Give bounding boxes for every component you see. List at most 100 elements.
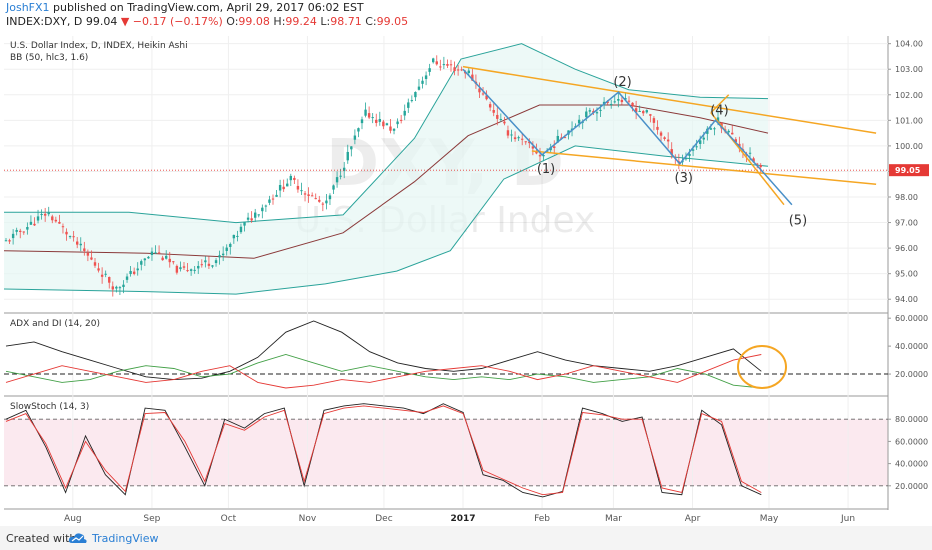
candle-body — [122, 284, 125, 288]
adx-axis-label: 60.0000 — [895, 314, 928, 323]
candle-body — [61, 226, 65, 228]
candle-body — [72, 236, 75, 238]
stoch-pane-title: SlowStoch (14, 3) — [10, 402, 89, 412]
price-axis-label: 94.00 — [895, 295, 918, 304]
time-axis-label: Nov — [299, 514, 317, 524]
candle-body — [385, 123, 389, 126]
author-link[interactable]: JoshFX1 — [6, 1, 50, 14]
candle-body — [524, 141, 527, 143]
candle-body — [563, 137, 567, 139]
candle-body — [19, 230, 22, 233]
candle-body — [40, 214, 43, 216]
high-value: 99.24 — [285, 15, 317, 28]
candle-body — [642, 111, 645, 114]
wave-label: (3) — [675, 171, 693, 186]
candle-body — [207, 263, 211, 266]
candle-body — [364, 109, 367, 116]
candle-body — [261, 207, 264, 212]
candle-body — [143, 258, 147, 261]
time-axis-label: 2017 — [450, 514, 475, 524]
trendline — [710, 94, 730, 114]
candle-body — [147, 256, 150, 259]
candle-body — [350, 146, 353, 150]
candle-body — [108, 277, 111, 283]
candle-body — [631, 102, 634, 107]
candle-body — [659, 132, 663, 136]
candle-body — [54, 219, 58, 222]
price-axis-label: 100.00 — [895, 142, 923, 151]
candle-body — [367, 113, 371, 118]
candle-body — [125, 276, 129, 280]
highlight-circle — [737, 345, 787, 389]
quote-line: INDEX:DXY, D 99.04 ▼ −0.17 (−0.17%) O:99… — [6, 15, 408, 28]
candle-body — [268, 199, 271, 203]
candle-body — [296, 185, 300, 190]
change-value: −0.17 (−0.17%) — [132, 15, 223, 28]
candle-body — [328, 195, 332, 200]
candle-body — [759, 165, 762, 168]
wave-path — [462, 68, 793, 206]
candle-body — [97, 268, 100, 271]
candle-body — [599, 109, 602, 111]
time-axis-label: Mar — [605, 514, 622, 524]
candle-body — [43, 213, 47, 216]
candle-body — [656, 126, 659, 130]
candle-body — [243, 221, 246, 226]
wave-label: (5) — [789, 214, 807, 229]
candle-body — [65, 231, 68, 235]
candle-body — [346, 151, 349, 161]
candle-body — [528, 141, 531, 144]
candle-body — [58, 221, 61, 224]
candle-body — [691, 149, 695, 151]
candle-body — [100, 274, 104, 277]
candle-body — [492, 109, 495, 113]
candle-body — [652, 118, 656, 123]
time-axis-label: Jun — [840, 514, 855, 524]
candle-body — [695, 146, 698, 148]
candle-body — [132, 271, 136, 274]
candle-body — [310, 195, 314, 197]
candle-body — [577, 119, 581, 124]
candle-body — [417, 86, 421, 90]
candle-body — [663, 137, 666, 139]
candle-body — [154, 252, 157, 254]
candle-body — [68, 236, 72, 238]
candle-body — [439, 66, 442, 68]
candle-body — [727, 130, 730, 133]
candle-body — [481, 93, 485, 95]
wave-label: (2) — [613, 75, 631, 90]
time-axis-label: Feb — [534, 514, 550, 524]
candle-body — [325, 200, 328, 204]
candle-body — [278, 184, 282, 191]
candle-body — [104, 273, 107, 275]
candle-body — [157, 252, 161, 254]
candle-body — [51, 216, 54, 221]
candle-body — [535, 151, 538, 154]
candle-body — [239, 226, 243, 233]
stoch-axis-label: 20.0000 — [895, 482, 928, 491]
candle-body — [403, 110, 406, 116]
adx-series-line — [5, 320, 762, 381]
candle-body — [382, 121, 385, 127]
candle-body — [460, 69, 463, 71]
candle-body — [47, 212, 50, 215]
candle-body — [360, 119, 364, 124]
tradingview-link[interactable]: TradingView — [92, 532, 159, 545]
adx-series-line — [5, 354, 762, 389]
stoch-axis-label: 80.0000 — [895, 415, 928, 424]
candle-body — [339, 175, 342, 177]
candle-body — [488, 104, 492, 108]
wave-label: (4) — [710, 103, 728, 118]
candle-body — [613, 101, 616, 103]
close-value: 99.05 — [376, 15, 409, 28]
candle-body — [517, 137, 520, 139]
candle-body — [510, 134, 513, 136]
candle-body — [428, 68, 431, 72]
candle-body — [321, 203, 325, 205]
candle-body — [467, 70, 470, 74]
candle-body — [289, 175, 292, 181]
time-axis-label: Apr — [685, 514, 701, 524]
candle-body — [645, 110, 648, 113]
candle-body — [172, 261, 175, 263]
current-price-label: 99.05 — [895, 166, 921, 175]
